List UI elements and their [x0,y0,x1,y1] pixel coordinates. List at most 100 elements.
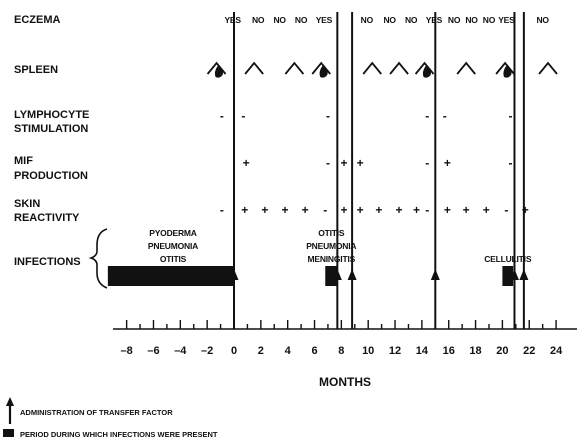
sign-marker: - [220,109,224,123]
infection-period-bar [107,266,234,286]
sign-marker: - [241,109,245,123]
eczema-value: NO [273,15,286,25]
row-label-lymphocyte-line2: STIMULATION [14,123,88,135]
infection-period-bar [325,266,338,286]
spleen-outline-icon [362,61,382,75]
spleen-outline-icon [389,61,409,75]
sign-marker: + [483,203,490,217]
row-label-lymphocyte-line1: LYMPHOCYTE [14,109,89,121]
tick-label: 10 [362,345,374,357]
tick-label: –6 [147,345,159,357]
sign-marker: + [444,156,451,170]
eczema-value: NO [536,15,549,25]
skin-row: - + + + + - + + + + + - + + + - + [220,203,529,217]
row-label-spleen: SPLEEN [14,64,58,76]
tick-label: 16 [443,345,455,357]
eczema-value: YES [426,15,443,25]
sign-marker: - [508,156,512,170]
eczema-value: NO [295,15,308,25]
infection-period-bar [502,266,514,286]
up-arrow-icon [6,397,14,424]
tick-label: 4 [285,345,292,357]
eczema-value: NO [361,15,374,25]
up-arrow-icon [229,269,239,280]
tick-label: –4 [174,345,187,357]
sign-marker: + [357,203,364,217]
sign-marker: - [323,203,327,217]
palpable-spleen-icon [495,61,515,78]
mif-row: + - + + - + - [243,156,513,170]
eczema-value: YES [316,15,333,25]
palpable-spleen-icon [414,61,435,78]
up-arrow-icon [430,269,440,280]
infections-brace [88,228,108,289]
sign-marker: + [341,203,348,217]
sign-marker: - [326,156,330,170]
sign-marker: + [463,203,470,217]
spleen-outline-icon [456,61,476,75]
tick-label: 18 [469,345,481,357]
sign-marker: + [261,203,268,217]
sign-marker: + [341,156,348,170]
sign-marker: - [425,156,429,170]
tick-label: –2 [201,345,213,357]
spleen-outline-icon [538,61,558,75]
sign-marker: - [425,203,429,217]
spleen-outline-icon [284,61,305,75]
tick-label: 8 [338,345,344,357]
infection-label: OTITIS [160,254,187,264]
tick-labels: –8 –6 –4 –2 0 2 4 6 8 10 12 14 16 18 20 22 24 [121,345,564,357]
row-label-infections: INFECTIONS [14,256,81,268]
palpable-spleen-icon [206,61,227,78]
row-label-skin-line1: SKIN [14,198,40,210]
transfer-factor-lines [233,12,525,329]
sign-marker: + [413,203,420,217]
infection-label: PNEUMONIA [306,241,356,251]
tick-label: 6 [311,345,317,357]
up-arrow-icon [509,269,519,280]
tick-label: 22 [523,345,535,357]
sign-marker: + [396,203,403,217]
eczema-value: YES [498,15,515,25]
tick-label: 14 [416,345,429,357]
row-label-mif-line1: MIF [14,155,33,167]
timeline-axis [113,320,577,330]
sign-marker: - [508,109,512,123]
tick-label: 20 [496,345,508,357]
spleen-outline-icon [244,61,264,75]
tick-label: 12 [389,345,401,357]
sign-marker: + [375,203,382,217]
legend-arrow-text: ADMINISTRATION OF TRANSFER FACTOR [20,408,173,417]
infection-label: OTITIS [318,228,345,238]
infection-label: CELLULITIS [484,254,532,264]
eczema-value: NO [448,15,461,25]
sign-marker: + [302,203,309,217]
sign-marker: + [243,156,250,170]
tick-label: 0 [231,345,237,357]
row-label-eczema: ECZEMA [14,14,61,26]
row-label-skin-line2: REACTIVITY [14,212,80,224]
up-arrow-icon [332,269,342,280]
sign-marker: + [444,203,451,217]
eczema-value: NO [383,15,396,25]
sign-marker: - [220,203,224,217]
sign-marker: - [425,109,429,123]
sign-marker: - [443,109,447,123]
sign-marker: + [357,156,364,170]
up-arrow-icon [347,269,357,280]
legend-bar-text: PERIOD DURING WHICH INFECTIONS WERE PRES… [20,430,218,439]
eczema-value: NO [483,15,496,25]
tick-label: –8 [121,345,133,357]
palpable-spleen-icon [311,61,331,78]
eczema-value: NO [465,15,478,25]
infection-periods: PYODERMA PNEUMONIA OTITIS OTITIS PNEUMONIA ME… [107,228,532,286]
infection-label: PYODERMA [149,228,197,238]
sign-marker: + [281,203,288,217]
row-label-mif-line2: PRODUCTION [14,170,88,182]
eczema-row: YES NO NO NO YES NO NO NO YES NO NO NO YES NO [224,15,549,25]
eczema-value: NO [405,15,418,25]
sign-marker: - [504,203,508,217]
tick-label: 24 [550,345,563,357]
sign-marker: + [241,203,248,217]
up-arrow-icon [519,269,529,280]
